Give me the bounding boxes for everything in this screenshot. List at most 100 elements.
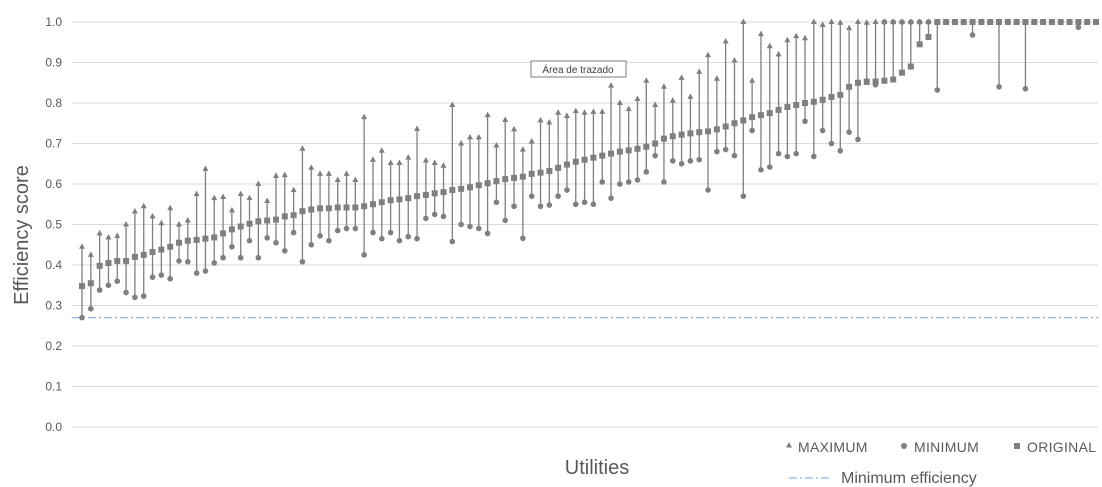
minimum-marker bbox=[158, 272, 165, 278]
maximum-marker bbox=[652, 101, 659, 108]
minimum-marker bbox=[229, 243, 235, 250]
maximum-marker bbox=[484, 111, 491, 118]
minimum-marker bbox=[396, 237, 403, 244]
original-marker bbox=[1066, 19, 1073, 25]
original-marker bbox=[422, 191, 429, 198]
minimum-marker bbox=[678, 160, 685, 167]
minimum-marker bbox=[123, 289, 129, 296]
minimum-marker bbox=[705, 187, 711, 193]
minimum-marker bbox=[96, 287, 103, 293]
original-marker bbox=[810, 98, 817, 105]
maximum-marker bbox=[167, 204, 174, 211]
maximum-marker bbox=[546, 118, 553, 125]
original-marker bbox=[837, 91, 844, 98]
minimum-marker bbox=[546, 202, 553, 208]
maximum-marker bbox=[299, 145, 306, 151]
minimum-marker bbox=[282, 248, 288, 254]
maximum-marker bbox=[581, 109, 588, 115]
original-marker bbox=[1057, 19, 1064, 25]
minimum-marker bbox=[669, 158, 676, 164]
original-marker bbox=[537, 169, 544, 176]
triangle-icon bbox=[786, 442, 792, 448]
minimum-marker bbox=[599, 179, 606, 185]
maximum-marker bbox=[308, 164, 315, 170]
original-marker bbox=[899, 69, 906, 76]
original-marker bbox=[872, 78, 879, 85]
minimum-marker bbox=[537, 203, 544, 210]
minimum-marker bbox=[916, 19, 923, 25]
maximum-marker bbox=[590, 108, 597, 114]
maximum-marker bbox=[846, 24, 853, 31]
maximum-marker bbox=[414, 125, 421, 131]
original-marker bbox=[608, 150, 615, 157]
maximum-marker bbox=[854, 18, 861, 24]
maximum-marker bbox=[405, 154, 412, 160]
maximum-marker bbox=[458, 140, 465, 146]
original-marker bbox=[1048, 19, 1055, 25]
maximum-marker bbox=[387, 159, 394, 165]
original-marker bbox=[634, 145, 641, 152]
maximum-marker bbox=[537, 116, 544, 123]
minimum-marker bbox=[458, 221, 464, 228]
y-tick-label: 0.2 bbox=[45, 339, 62, 353]
original-marker bbox=[643, 143, 650, 150]
minimum-marker bbox=[528, 193, 535, 199]
y-tick-label: 0.3 bbox=[45, 299, 62, 313]
y-tick-labels: 0.0 0.1 0.2 0.3 0.4 0.5 0.6 0.7 0.8 0.9 1.0 bbox=[45, 15, 62, 434]
original-marker bbox=[352, 204, 359, 211]
original-marker bbox=[555, 164, 562, 171]
original-marker bbox=[175, 239, 182, 246]
maximum-marker bbox=[696, 68, 703, 74]
original-marker bbox=[969, 19, 976, 25]
minimum-marker bbox=[634, 177, 641, 183]
maximum-marker bbox=[757, 30, 764, 37]
minimum-marker bbox=[484, 230, 491, 237]
original-marker bbox=[863, 78, 870, 85]
original-marker bbox=[705, 128, 712, 135]
maximum-marker bbox=[616, 99, 623, 105]
maximum-marker bbox=[608, 82, 615, 88]
minimum-marker bbox=[475, 225, 482, 232]
maximum-marker bbox=[369, 156, 376, 162]
minimum-marker bbox=[246, 237, 253, 244]
y-tick-label: 0.5 bbox=[45, 218, 62, 232]
maximum-marker bbox=[475, 133, 482, 140]
maximum-marker bbox=[79, 243, 85, 249]
original-marker bbox=[1004, 19, 1011, 25]
original-marker bbox=[334, 204, 341, 211]
minimum-marker bbox=[140, 293, 147, 299]
original-marker bbox=[202, 235, 209, 242]
maximum-marker bbox=[625, 105, 632, 112]
maximum-marker bbox=[766, 42, 773, 49]
maximum-marker bbox=[140, 202, 147, 209]
legend-item-maximum: MAXIMUM bbox=[786, 439, 867, 455]
minimum-marker bbox=[846, 129, 852, 135]
gridlines bbox=[72, 21, 1098, 428]
y-axis-title: Efficiency score bbox=[11, 165, 33, 305]
maximum-marker bbox=[149, 212, 156, 219]
minimum-marker bbox=[193, 270, 200, 276]
minimum-marker bbox=[405, 233, 412, 240]
y-tick-label: 1.0 bbox=[45, 15, 62, 29]
maximum-marker bbox=[660, 83, 667, 89]
minimum-marker bbox=[343, 225, 350, 232]
minimum-marker bbox=[440, 213, 447, 220]
maximum-marker bbox=[643, 77, 650, 83]
legend-label-original: ORIGINAL bbox=[1027, 439, 1096, 455]
minimum-marker bbox=[572, 201, 579, 208]
original-marker bbox=[740, 117, 747, 124]
minimum-marker bbox=[740, 193, 747, 199]
maximum-marker bbox=[819, 21, 826, 27]
legend-label-minimum: MINIMUM bbox=[914, 439, 979, 455]
original-marker bbox=[475, 182, 482, 189]
original-marker bbox=[466, 184, 473, 191]
minimum-marker bbox=[661, 179, 667, 185]
original-marker bbox=[713, 126, 720, 133]
original-marker bbox=[431, 190, 438, 197]
minimum-marker bbox=[220, 254, 226, 261]
range-stems bbox=[81, 22, 1080, 318]
maximum-marker bbox=[669, 97, 676, 103]
minimum-marker bbox=[202, 268, 209, 274]
original-marker bbox=[255, 218, 262, 225]
original-marker bbox=[361, 203, 368, 210]
